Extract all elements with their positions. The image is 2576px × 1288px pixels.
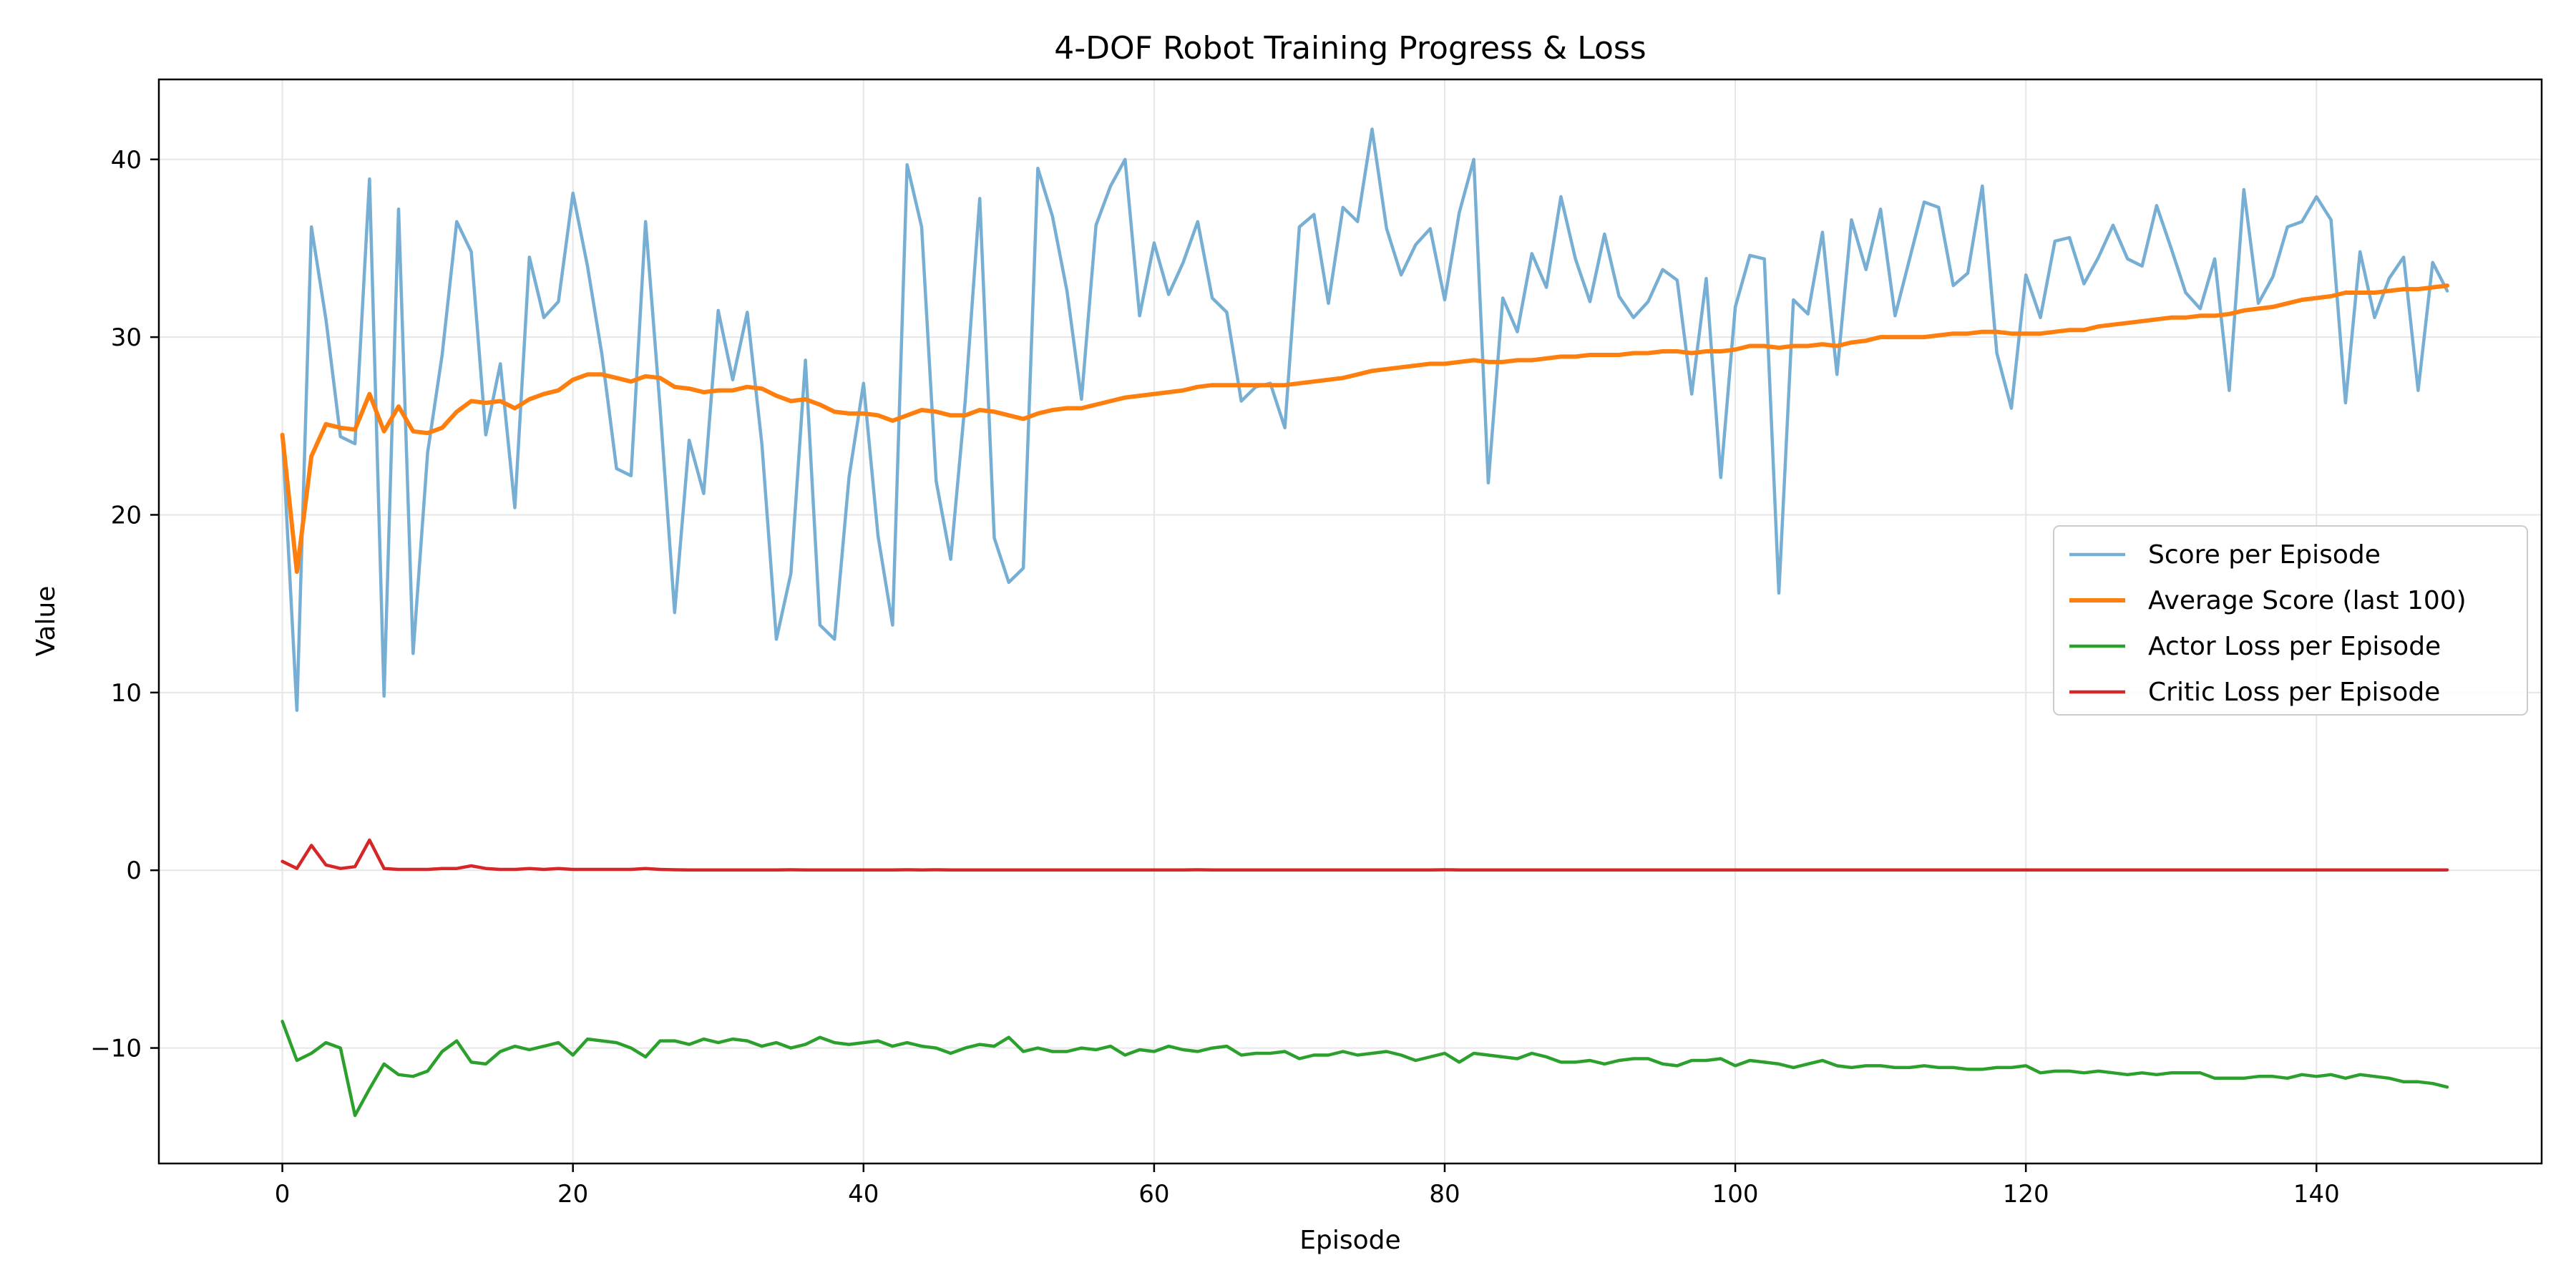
x-tick-label: 20 [557,1180,588,1209]
series-line-1 [280,127,2449,712]
legend: Score per Episode Average Score (last 100… [2053,525,2528,716]
y-tick-label: −10 [90,1035,142,1063]
y-tick-label: 0 [126,857,142,885]
x-tick-label: 40 [848,1180,879,1209]
legend-label: Average Score (last 100) [2148,586,2467,615]
legend-label: Actor Loss per Episode [2148,632,2441,661]
y-axis-label: Value [31,586,61,657]
x-tick-label: 120 [2003,1180,2049,1209]
legend-label: Score per Episode [2148,540,2381,570]
y-tick-label: 10 [111,679,142,708]
x-tick-label: 80 [1429,1180,1460,1209]
y-tick-label: 30 [111,323,142,352]
chart-title: 4-DOF Robot Training Progress & Loss [1054,30,1646,67]
legend-box [2053,525,2528,716]
series-lines [280,127,2449,1118]
x-tick-label: 0 [275,1180,291,1209]
legend-label: Critic Loss per Episode [2148,678,2440,707]
x-tick-label: 60 [1138,1180,1169,1209]
y-tick-label: 40 [111,146,142,175]
plot-frame [157,78,2543,1165]
y-tick-label: 20 [111,501,142,530]
series-line-4 [280,838,2449,872]
axis-ticks: 0 20 40 60 80 100 120 140 −10 0 10 20 30 40 [90,146,2339,1209]
x-axis-label: Episode [1299,1226,1400,1255]
series-line-3 [280,1020,2449,1118]
series-line-2 [280,283,2449,574]
x-tick-label: 140 [2293,1180,2340,1209]
x-tick-label: 100 [1712,1180,1759,1209]
